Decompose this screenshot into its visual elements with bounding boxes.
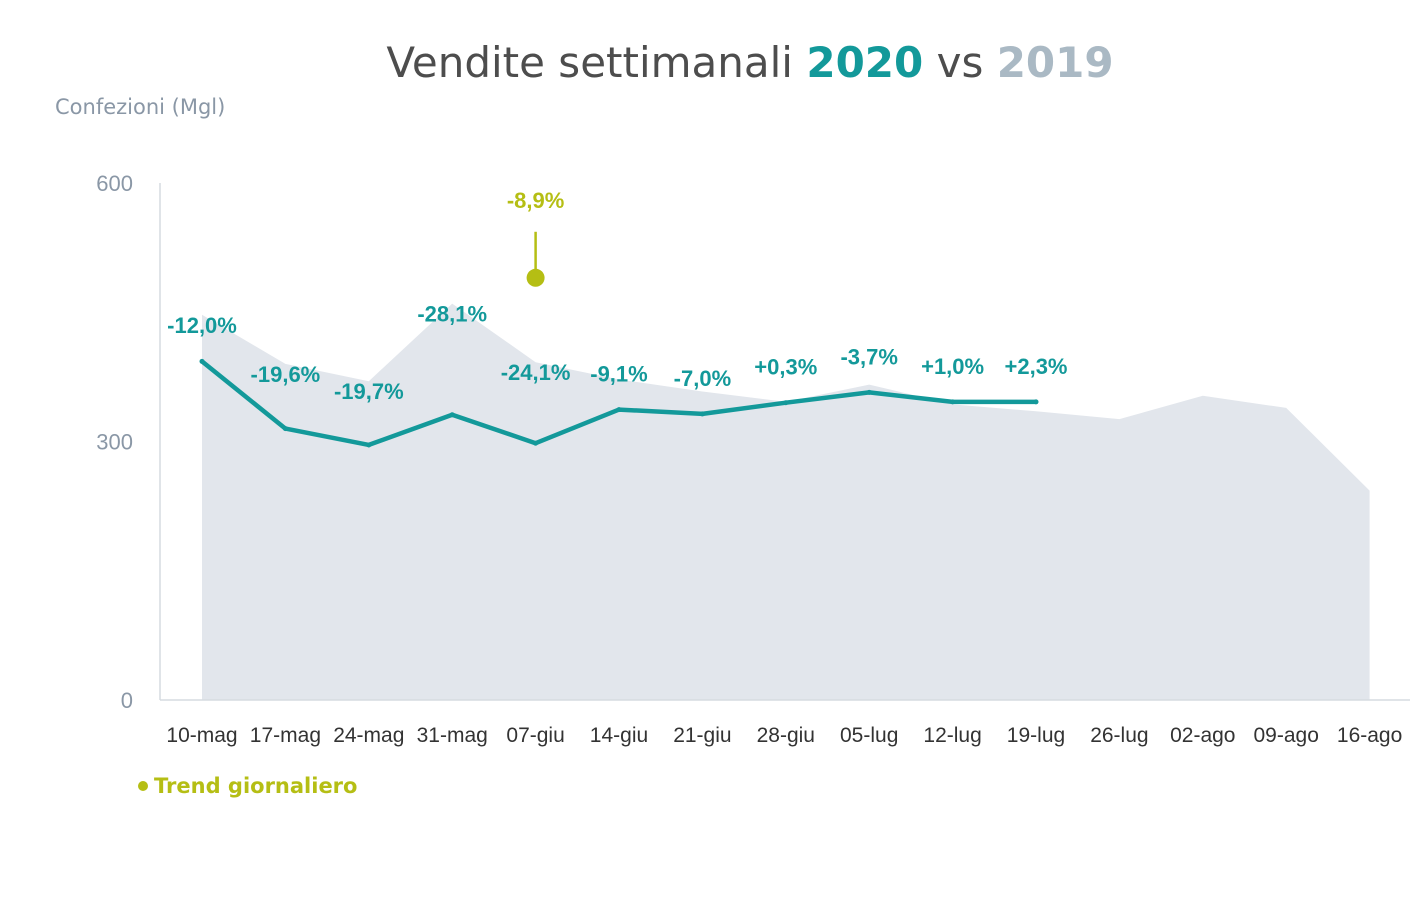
series-2020-point-31-mag	[449, 412, 455, 418]
y-tick-label-600: 600	[96, 171, 133, 196]
data-label-2020-28-giu: +0,3%	[754, 355, 817, 380]
title-year-2020: 2020	[806, 38, 924, 87]
chart-title: Vendite settimanali 2020 vs 2019	[0, 38, 1420, 87]
data-label-2020-17-mag: -19,6%	[251, 362, 321, 387]
legend-label-trend: Trend giornaliero	[154, 774, 358, 798]
series-2019-area	[202, 303, 1370, 700]
x-tick-label-14-giu: 14-giu	[590, 724, 648, 747]
data-label-2020-05-lug: -3,7%	[840, 344, 897, 369]
series-2020-point-14-giu	[616, 407, 622, 413]
data-label-2020-31-mag: -28,1%	[417, 302, 487, 327]
x-tick-label-24-mag: 24-mag	[333, 724, 404, 747]
trend-annotation-marker	[526, 268, 545, 287]
x-tick-label-17-mag: 17-mag	[250, 724, 321, 747]
data-label-2020-14-giu: -9,1%	[590, 362, 647, 387]
x-tick-label-05-lug: 05-lug	[840, 724, 898, 747]
series-2020-point-19-lug	[1033, 399, 1039, 405]
x-tick-label-19-lug: 19-lug	[1007, 724, 1065, 747]
data-label-2020-10-mag: -12,0%	[167, 313, 237, 338]
x-tick-label-21-giu: 21-giu	[673, 724, 731, 747]
x-tick-label-31-mag: 31-mag	[417, 724, 488, 747]
y-tick-label-0: 0	[121, 688, 133, 713]
title-prefix: Vendite settimanali	[386, 38, 807, 87]
data-label-2020-07-giu: -24,1%	[501, 360, 571, 385]
series-2020-point-12-lug	[950, 399, 956, 405]
series-2020-point-24-mag	[366, 442, 372, 448]
x-tick-label-09-ago: 09-ago	[1254, 724, 1319, 747]
trend-annotation-label: -8,9%	[507, 188, 564, 213]
data-label-2020-19-lug: +2,3%	[1005, 354, 1068, 379]
series-2020-point-05-lug	[866, 389, 872, 395]
legend-dot-icon	[138, 781, 148, 791]
x-tick-label-26-lug: 26-lug	[1090, 724, 1148, 747]
series-2020-point-10-mag	[199, 358, 205, 364]
series-2020-point-07-giu	[533, 440, 539, 446]
data-label-2020-21-giu: -7,0%	[674, 366, 731, 391]
series-2020-point-21-giu	[699, 411, 705, 417]
series-2020-point-17-mag	[282, 426, 288, 432]
x-tick-label-12-lug: 12-lug	[923, 724, 981, 747]
title-year-2019: 2019	[996, 38, 1114, 87]
x-tick-label-02-ago: 02-ago	[1170, 724, 1235, 747]
x-tick-label-07-giu: 07-giu	[506, 724, 564, 747]
x-tick-label-10-mag: 10-mag	[166, 724, 237, 747]
x-tick-label-28-giu: 28-giu	[757, 724, 815, 747]
data-label-2020-24-mag: -19,7%	[334, 379, 404, 404]
y-axis-label: Confezioni (Mgl)	[55, 95, 226, 119]
data-label-2020-12-lug: +1,0%	[921, 354, 984, 379]
title-middle: vs	[923, 38, 997, 87]
legend: Trend giornaliero	[138, 774, 357, 798]
series-2020-point-28-giu	[783, 400, 789, 406]
y-tick-label-300: 300	[96, 430, 133, 455]
x-tick-label-16-ago: 16-ago	[1337, 724, 1402, 747]
